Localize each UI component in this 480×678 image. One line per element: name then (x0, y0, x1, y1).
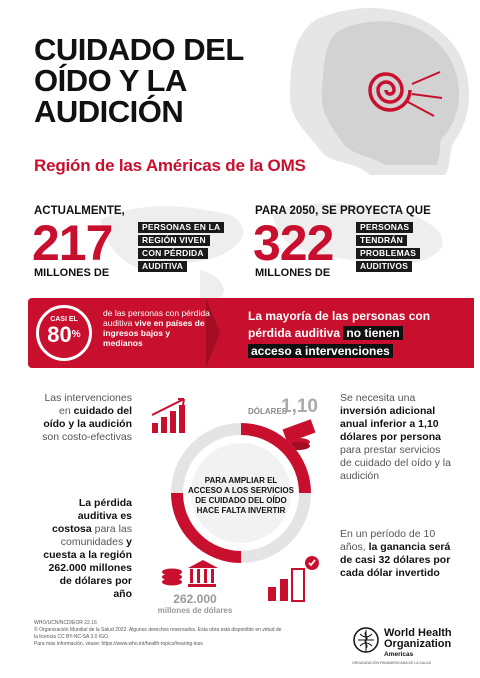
band-divider-arrow (206, 298, 220, 368)
title-line-3: AUDICIÓN (34, 94, 184, 129)
tag: PERSONAS (356, 222, 414, 233)
percent-value: 80% (47, 322, 81, 347)
central-invest-text: PARA AMPLIAR EL ACCESO A LOS SERVICIOS D… (188, 476, 294, 515)
stat-right-unit: MILLONES DE (255, 267, 331, 279)
stat-left-number: 217 (32, 215, 113, 271)
who-emblem-icon (353, 627, 379, 653)
cost-text: La pérdida auditiva es costosa para las … (43, 497, 132, 600)
band-right-text: La mayoría de las personas con pérdida a… (248, 309, 431, 358)
tag: REGIÓN VIVEN (138, 235, 210, 246)
total-cost-unit: millones de dólares (157, 606, 233, 615)
dollars-label: DÓLARES (248, 407, 288, 416)
page-title: CUIDADO DEL OÍDO Y LA AUDICIÓN (34, 34, 294, 127)
title-line-1: CUIDADO DEL (34, 32, 244, 67)
growth-check-icon (268, 556, 319, 602)
central-ring (171, 423, 311, 563)
gain-text: En un período de 10 años, la ganancia se… (340, 528, 451, 579)
tag: TENDRÁN (356, 235, 407, 246)
footer-credits: WHO/UCN/NCD/EOR 22.16 © Organización Mun… (34, 620, 282, 647)
head-silhouette-illustration (290, 7, 470, 176)
stat-left-unit: MILLONES DE (34, 267, 110, 279)
stat-right-tags: PERSONAS TENDRÁN PROBLEMAS AUDITIVOS (356, 222, 421, 272)
who-region: Americas (384, 651, 414, 658)
title-line-2: OÍDO Y LA (34, 63, 187, 98)
spiral-icon (368, 71, 443, 117)
tag: AUDITIVOS (356, 261, 413, 272)
costeffective-text: Las intervenciones en cuidado del oído y… (42, 392, 132, 443)
stat-right-number: 322 (253, 215, 334, 271)
percent-circle-label: CASI EL (50, 316, 78, 323)
investment-text: Se necesita una inversión adicional anua… (340, 392, 451, 482)
stat-left-label: ACTUALMENTE, (34, 205, 125, 217)
percent-circle: CASI EL 80% (36, 305, 92, 361)
tag: AUDITIVA (138, 261, 188, 272)
who-paho-label: ORGANIZACIÓN PANAMERICANA DE LA SALUD (352, 661, 432, 665)
dollars-amount: 1,10 (281, 396, 318, 417)
tag: CON PÉRDIDA (138, 248, 208, 259)
band-left-text: de las personas con pérdida auditiva viv… (103, 308, 210, 348)
who-name: World Health Organization (384, 627, 452, 650)
tag: PROBLEMAS (356, 248, 421, 259)
stat-right-label: PARA 2050, SE PROYECTA QUE (255, 205, 431, 217)
coins-bank-icon (162, 560, 218, 587)
page-subtitle: Región de las Américas de la OMS (34, 156, 306, 175)
total-cost-number: 262.000 (173, 592, 217, 606)
stat-left-tags: PERSONAS EN LA REGIÓN VIVEN CON PÉRDIDA … (138, 222, 225, 272)
rising-bars-icon (151, 398, 185, 433)
tag: PERSONAS EN LA (138, 222, 225, 233)
